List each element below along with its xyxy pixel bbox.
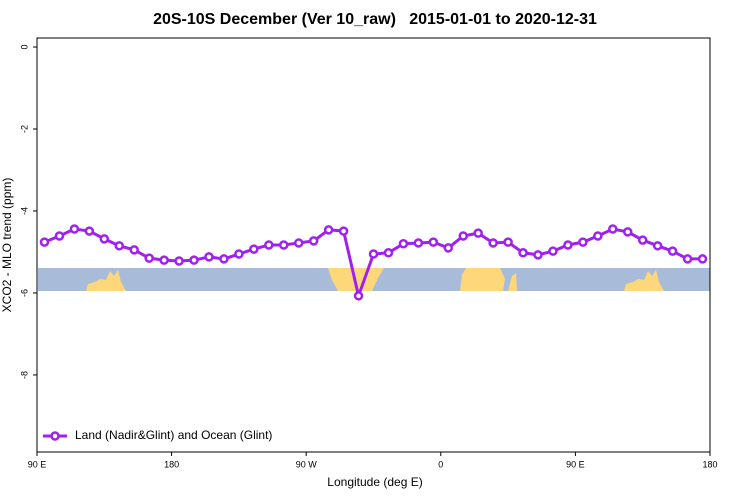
point [353, 291, 364, 301]
point [54, 231, 65, 241]
point [652, 241, 663, 251]
legend-label: Land (Nadir&Glint) and Ocean (Glint) [75, 428, 272, 442]
point [293, 238, 304, 248]
x-tick-label: 180 [164, 459, 179, 469]
point [69, 224, 80, 234]
point [189, 255, 199, 265]
point [443, 243, 454, 253]
legend-marker [50, 431, 60, 441]
point [204, 252, 214, 262]
map-background [38, 268, 710, 291]
y-tick-label: -6 [19, 289, 29, 297]
x-tick-label: 90 E [28, 459, 47, 469]
point [413, 238, 424, 248]
x-tick-label: 90 W [296, 459, 318, 469]
y-tick-label: -2 [19, 125, 29, 133]
point [667, 246, 678, 256]
point [99, 234, 110, 244]
y-tick-label: 0 [19, 45, 29, 50]
point [682, 254, 693, 264]
point [234, 249, 244, 259]
point [518, 248, 528, 258]
point [563, 240, 573, 250]
point [398, 239, 409, 249]
x-tick-label: 90 E [566, 459, 585, 469]
point [622, 227, 633, 237]
y-axis-label: XCO2 - MLO trend (ppm) [0, 178, 14, 313]
point [338, 226, 349, 236]
point [249, 244, 259, 254]
x-tick-label: 0 [438, 459, 443, 469]
point [129, 245, 139, 255]
point [383, 248, 394, 258]
point [608, 224, 618, 234]
point [159, 255, 169, 265]
point [428, 237, 439, 247]
point [473, 228, 483, 238]
point [308, 236, 319, 246]
point [144, 253, 154, 263]
point [323, 225, 334, 235]
point [548, 246, 558, 256]
point [84, 226, 95, 236]
point [114, 241, 125, 251]
point [368, 249, 379, 259]
point [279, 240, 289, 250]
point [39, 237, 50, 247]
point [458, 231, 468, 241]
point [697, 254, 708, 264]
point [174, 256, 184, 266]
chart-title: 20S-10S December (Ver 10_raw) 2015-01-01… [153, 11, 597, 28]
x-tick-label: 180 [702, 459, 717, 469]
point [488, 238, 498, 248]
point [503, 237, 513, 247]
x-axis-label: Longitude (deg E) [327, 475, 422, 489]
point [578, 237, 588, 247]
point [637, 235, 648, 245]
point [264, 240, 274, 250]
point [219, 254, 229, 264]
point [593, 231, 603, 241]
point [533, 250, 543, 260]
plot-frame [36, 37, 711, 453]
y-tick-label: -4 [19, 207, 29, 215]
y-tick-label: -8 [19, 371, 29, 379]
